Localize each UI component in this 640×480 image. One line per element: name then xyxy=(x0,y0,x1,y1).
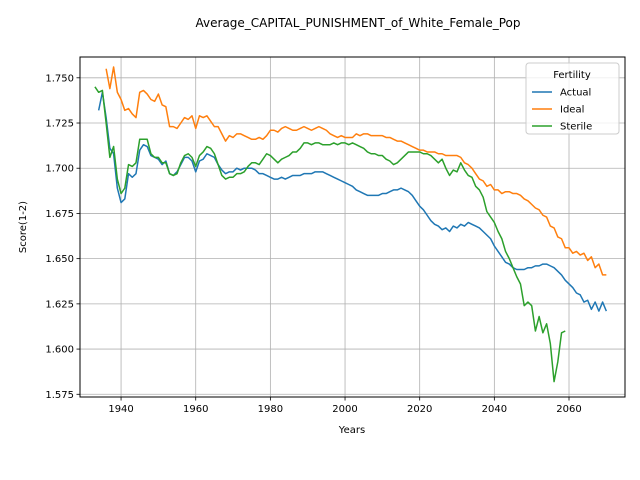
series-line-ideal xyxy=(105,66,607,276)
y-tick-label: 1.750 xyxy=(45,73,74,84)
y-axis-label: Score(1-2) xyxy=(18,201,29,253)
y-tick-label: 1.600 xyxy=(45,345,74,356)
y-tick-label: 1.650 xyxy=(45,254,74,265)
x-tick-label: 1960 xyxy=(183,404,208,415)
legend-label-sterile: Sterile xyxy=(560,122,592,133)
x-axis-label: Years xyxy=(338,425,365,436)
plot-frame xyxy=(79,56,626,398)
legend-box xyxy=(525,62,620,135)
series-line-sterile xyxy=(94,86,566,383)
series-line-actual xyxy=(97,91,608,312)
y-tick-label: 1.675 xyxy=(45,209,74,220)
x-tick-label: 1980 xyxy=(258,404,283,415)
legend-title: Fertility xyxy=(553,70,591,81)
x-tick-label: 2040 xyxy=(482,404,507,415)
legend: Fertility Actual Ideal Sterile xyxy=(525,62,620,135)
y-tick-label: 1.575 xyxy=(45,390,74,401)
x-axis: 1940 1960 1980 2000 2020 2040 2060 xyxy=(108,397,582,415)
grid xyxy=(80,57,625,397)
chart-title: Average_CAPITAL_PUNISHMENT_of_White_Fema… xyxy=(196,16,521,30)
series-lines xyxy=(94,66,608,383)
x-tick-label: 2020 xyxy=(407,404,432,415)
y-tick-label: 1.700 xyxy=(45,164,74,175)
y-tick-label: 1.725 xyxy=(45,119,74,130)
x-tick-label: 2060 xyxy=(556,404,581,415)
legend-label-ideal: Ideal xyxy=(560,105,584,116)
y-axis: 1.575 1.600 1.625 1.650 1.675 1.700 1.725 1.750 xyxy=(45,73,80,401)
y-tick-label: 1.625 xyxy=(45,299,74,310)
x-tick-label: 2000 xyxy=(332,404,357,415)
x-tick-label: 1940 xyxy=(108,404,133,415)
legend-label-actual: Actual xyxy=(560,88,591,99)
